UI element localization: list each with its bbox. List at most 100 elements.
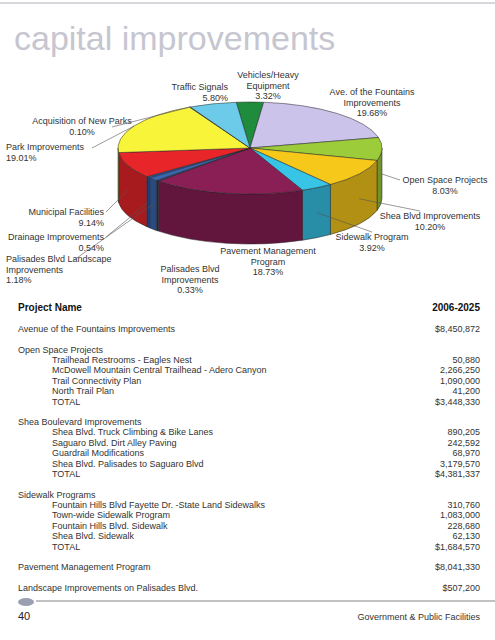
data-label: 0.10% (69, 127, 95, 137)
slice-label: Pavement ManagementProgram (220, 246, 316, 267)
slice-label: Acquisition of New Parks (32, 116, 132, 126)
total-amount: $3,448,330 (435, 397, 480, 407)
amount: $507,200 (442, 583, 480, 593)
pie-slice (190, 102, 250, 148)
rule (0, 3, 495, 4)
item-name: Fountain Hills Blvd. Sidewalk (52, 521, 168, 531)
label-line: Acquisition of New Parks (32, 116, 132, 126)
data-label: 3.92% (359, 243, 385, 253)
label-line: Park Improvements (6, 142, 85, 152)
label-line: Drainage Improvements (8, 232, 105, 242)
label-line: Improvements (161, 275, 219, 285)
data-label: 18.73% (253, 267, 284, 277)
leader-line (92, 126, 134, 148)
item-name: Shea Blvd. Palisades to Saguaro Blvd (52, 459, 204, 469)
amount: 242,592 (447, 438, 480, 448)
pie-tops (118, 102, 382, 194)
amount: $8,450,872 (435, 324, 480, 334)
slice-side (302, 184, 330, 240)
rule (36, 601, 495, 602)
label-line: Palisades Blvd (160, 264, 219, 274)
label-line: Ave. of the Fountains (330, 87, 415, 97)
slice-side (150, 178, 157, 231)
amount: 3,179,570 (440, 459, 480, 469)
amount: $8,041,330 (435, 562, 480, 572)
slice-label: Vehicles/HeavyEquipment (237, 70, 299, 91)
label-line: Improvements (343, 98, 401, 108)
column-header: 2006-2025 (432, 302, 480, 313)
slice-side (118, 148, 120, 203)
label-line: Shea Blvd Improvements (380, 211, 481, 221)
amount: 1,083,000 (440, 510, 480, 520)
leader-line (382, 174, 400, 180)
slice-label: Palisades Blvd LandscapeImprovements (6, 254, 112, 275)
data-label: 8.03% (432, 186, 458, 196)
total-label: TOTAL (52, 397, 80, 407)
slice-label: Traffic Signals (171, 82, 228, 92)
total-amount: $4,381,337 (435, 469, 480, 479)
data-label: 9.14% (78, 218, 104, 228)
item-name: Town-wide Sidewalk Program (52, 510, 170, 520)
amount: 62,130 (452, 531, 480, 541)
pie-sides (118, 148, 382, 244)
total-amount: $1,684,570 (435, 542, 480, 552)
label-line: Sidewalk Program (335, 232, 408, 242)
label-line: Improvements (6, 265, 64, 275)
amount: 68,970 (452, 448, 480, 458)
slice-label: Open Space Projects (402, 175, 488, 185)
data-label: 0.54% (78, 243, 104, 253)
page-title: capital improvements (14, 19, 335, 57)
amount: 890,205 (447, 427, 480, 437)
label-line: Traffic Signals (171, 82, 228, 92)
amount: 41,200 (452, 386, 480, 396)
data-label: 5.80% (202, 93, 228, 103)
slice-label: Shea Blvd Improvements (380, 211, 481, 221)
label-line: Vehicles/Heavy (237, 70, 299, 80)
pie-labels: Vehicles/HeavyEquipment3.32%Ave. of the … (6, 70, 488, 295)
section-name: Avenue of the Fountains Improvements (18, 324, 175, 334)
label-line: Municipal Facilities (28, 207, 104, 217)
item-name: McDowell Mountain Central Trailhead - Ad… (52, 365, 267, 375)
section-name: Shea Boulevard Improvements (18, 417, 142, 427)
slice-side (156, 180, 158, 231)
amount: 1,090,000 (440, 376, 480, 386)
section-name: Landscape Improvements on Palisades Blvd… (18, 583, 198, 593)
amount: 228,680 (447, 521, 480, 531)
label-line: Program (251, 257, 286, 267)
leader-line (106, 202, 148, 237)
slice-label: Palisades BlvdImprovements (160, 264, 219, 285)
leader-line (317, 213, 372, 232)
column-header: Project Name (18, 302, 82, 313)
section-name: Pavement Management Program (18, 562, 151, 572)
item-name: Trail Connectivity Plan (52, 376, 141, 386)
page: capital improvements Vehicles/HeavyEquipm… (0, 0, 495, 640)
footer-icon (18, 598, 34, 606)
item-name: Shea Blvd. Truck Climbing & Bike Lanes (52, 427, 214, 437)
slice-label: Ave. of the FountainsImprovements (330, 87, 415, 108)
label-line: Pavement Management (220, 246, 316, 256)
item-name: Guardrail Modifications (52, 448, 145, 458)
item-name: Fountain Hills Blvd Fayette Dr. -State L… (52, 500, 266, 510)
label-line: Open Space Projects (402, 175, 488, 185)
data-label: 19.01% (6, 153, 37, 163)
amount: 2,266,250 (440, 365, 480, 375)
label-line: Equipment (246, 81, 290, 91)
item-name: Shea Blvd. Sidewalk (52, 531, 135, 541)
page-number: 40 (18, 610, 30, 622)
slice-label: Park Improvements (6, 142, 85, 152)
section-name: Open Space Projects (18, 345, 104, 355)
leader-line (106, 190, 128, 212)
item-name: Trailhead Restrooms - Eagles Nest (52, 355, 192, 365)
data-label: 19.68% (357, 108, 388, 118)
item-name: North Trail Plan (52, 386, 114, 396)
leader-line (112, 107, 190, 127)
total-label: TOTAL (52, 469, 80, 479)
pie-slice (119, 148, 250, 177)
slice-side (147, 177, 150, 228)
slice-label: Municipal Facilities (28, 207, 104, 217)
slice-label: Drainage Improvements (8, 232, 105, 242)
amount: 310,760 (447, 500, 480, 510)
label-line: Palisades Blvd Landscape (6, 254, 112, 264)
footer-section: Government & Public Facilities (357, 612, 480, 622)
data-label: 0.33% (177, 285, 203, 295)
